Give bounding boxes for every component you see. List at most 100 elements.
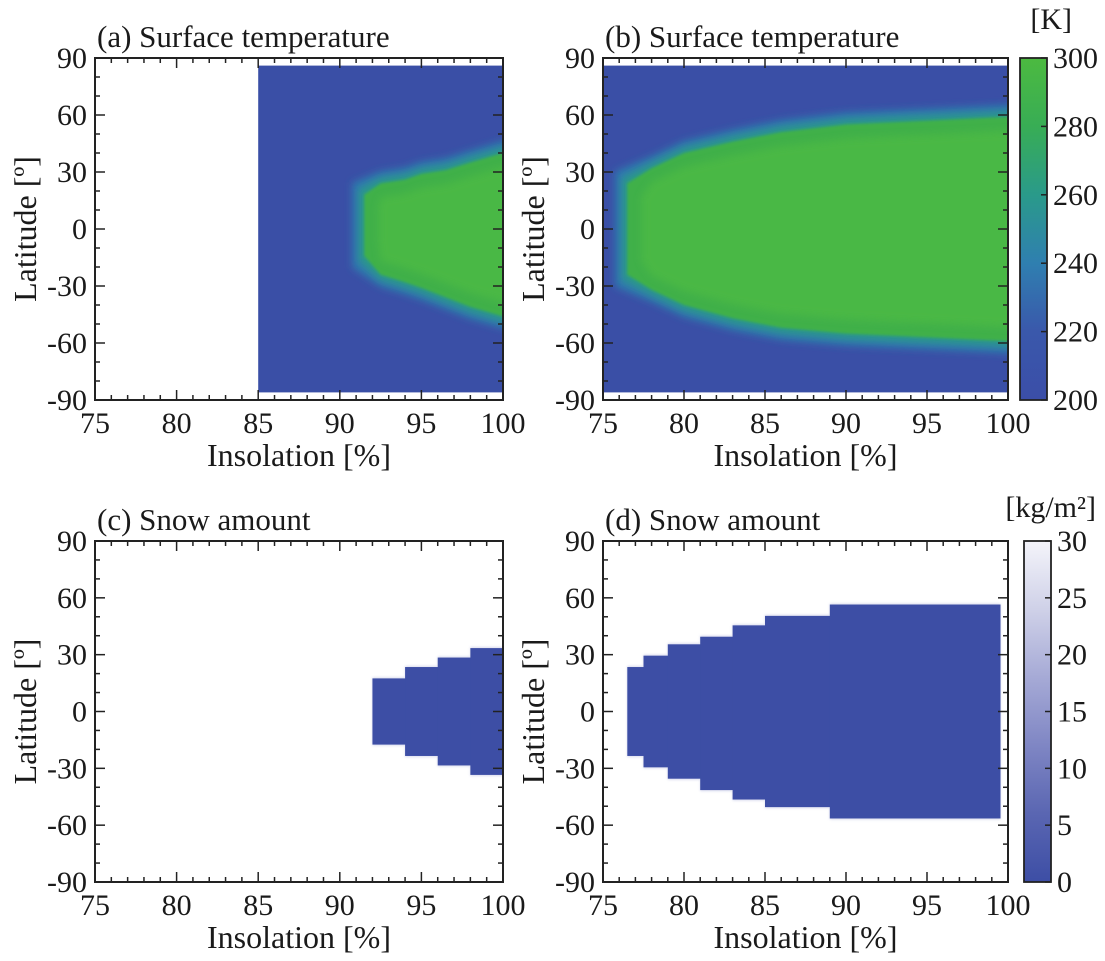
colorbar-tick-label: 25 <box>1057 582 1087 615</box>
colorbar-tick-label: 300 <box>1053 42 1098 75</box>
y-tick-label: 60 <box>57 582 87 615</box>
low-snow-region <box>643 655 669 768</box>
y-tick-label: 90 <box>57 525 87 558</box>
colorbar-snow: 30 25 20 15 10 5 0 [kg/m²] <box>1005 491 1096 899</box>
x-tick-label: 90 <box>325 889 355 922</box>
x-tick-label: 100 <box>481 407 526 440</box>
x-tick-label: 85 <box>243 407 273 440</box>
warm-core <box>378 167 503 303</box>
y-tick-label: -30 <box>47 270 87 303</box>
y-tick-label: -60 <box>555 327 595 360</box>
y-tick-label: -90 <box>47 384 87 417</box>
y-tick-label: -90 <box>47 866 87 899</box>
x-tick-label: 75 <box>80 407 110 440</box>
y-tick-label: 60 <box>565 582 595 615</box>
y-tick-label: -90 <box>555 866 595 899</box>
x-tick-label: 90 <box>831 407 861 440</box>
x-tick-label: 80 <box>669 889 699 922</box>
colorbar-tick-label: 260 <box>1053 179 1098 212</box>
y-tick-label: 30 <box>565 156 595 189</box>
y-tick-label: 30 <box>57 156 87 189</box>
y-tick-label: 30 <box>57 639 87 672</box>
x-tick-label: 100 <box>986 407 1031 440</box>
x-tick-label: 85 <box>750 889 780 922</box>
colorbar-gradient <box>1020 58 1047 400</box>
y-tick-label: 0 <box>580 696 595 729</box>
y-tick-label: 90 <box>565 525 595 558</box>
panel-title: (d) Snow amount <box>605 502 821 537</box>
colorbar-tick-label: 10 <box>1057 752 1087 785</box>
x-tick-label: 90 <box>831 889 861 922</box>
x-tick-label: 85 <box>243 889 273 922</box>
heatmap-area <box>627 603 1001 820</box>
x-axis-label: Insolation [%] <box>207 919 391 955</box>
panel-d: 75 80 85 90 95 100 90 60 30 0 -30 -60 -90 Insolation … <box>515 502 1031 955</box>
colorbar-tick-label: 280 <box>1053 110 1098 143</box>
panel-b: 75 80 85 90 95 100 90 60 30 0 -30 -60 -90 Insolation … <box>515 19 1031 473</box>
panel-a: 75 80 85 90 95 100 90 60 30 0 -30 -60 -90 Insolation … <box>7 19 526 473</box>
y-axis-label: Latitude [º] <box>515 156 551 302</box>
y-tick-label: 60 <box>565 99 595 132</box>
colorbar-tick-label: 200 <box>1053 384 1098 417</box>
y-axis-label: Latitude [º] <box>515 639 551 785</box>
x-tick-label: 80 <box>162 889 192 922</box>
low-snow-region <box>700 636 734 791</box>
x-tick-label: 80 <box>669 407 699 440</box>
x-tick-label: 100 <box>986 889 1031 922</box>
low-snow-region <box>732 625 766 800</box>
y-tick-label: 0 <box>580 213 595 246</box>
y-tick-label: -30 <box>555 752 595 785</box>
y-tick-label: 90 <box>565 42 595 75</box>
low-snow-region <box>829 604 1001 819</box>
low-snow-region <box>437 657 471 766</box>
x-tick-label: 95 <box>912 407 942 440</box>
y-tick-label: 30 <box>565 639 595 672</box>
x-tick-label: 75 <box>80 889 110 922</box>
colorbar-tick-label: 20 <box>1057 639 1087 672</box>
colorbar-tick-label: 15 <box>1057 696 1087 729</box>
y-tick-label: -60 <box>47 327 87 360</box>
y-tick-label: 0 <box>72 213 87 246</box>
panel-title: (b) Surface temperature <box>605 19 899 54</box>
colorbar-frame <box>1019 57 1048 401</box>
y-tick-label: 90 <box>57 42 87 75</box>
y-tick-label: 0 <box>72 696 87 729</box>
low-snow-region <box>405 667 439 756</box>
panel-c: 75 80 85 90 95 100 90 60 30 0 -30 -60 -90 Insolation … <box>7 502 526 955</box>
heatmap-area <box>258 65 503 393</box>
x-tick-label: 80 <box>162 407 192 440</box>
heatmap-area <box>603 65 1008 393</box>
warm-core <box>641 130 1008 328</box>
x-tick-label: 95 <box>406 407 436 440</box>
y-tick-label: -30 <box>47 752 87 785</box>
panel-title: (a) Surface temperature <box>97 19 390 54</box>
x-axis-label: Insolation [%] <box>207 437 391 473</box>
colorbar-tick-label: 220 <box>1053 316 1098 349</box>
colorbar-tick-label: 5 <box>1057 809 1072 842</box>
heatmap-area <box>372 647 503 776</box>
colorbar-tick-label: 0 <box>1057 866 1072 899</box>
colorbar-unit: [K] <box>1030 3 1072 36</box>
y-axis-label: Latitude [º] <box>7 156 43 302</box>
y-tick-label: -90 <box>555 384 595 417</box>
x-tick-label: 75 <box>588 407 618 440</box>
x-axis-label: Insolation [%] <box>714 919 898 955</box>
colorbar-unit: [kg/m²] <box>1005 491 1096 524</box>
low-snow-region <box>372 678 406 745</box>
x-tick-label: 100 <box>481 889 526 922</box>
x-tick-label: 95 <box>912 889 942 922</box>
panel-title: (c) Snow amount <box>97 502 311 537</box>
low-snow-region <box>667 644 701 779</box>
x-tick-label: 75 <box>588 889 618 922</box>
colorbar-tick-label: 30 <box>1057 525 1087 558</box>
x-axis-label: Insolation [%] <box>714 437 898 473</box>
y-tick-label: -60 <box>555 809 595 842</box>
x-tick-label: 85 <box>750 407 780 440</box>
y-tick-label: -30 <box>555 270 595 303</box>
low-snow-region <box>627 667 645 756</box>
colorbar-tick-label: 240 <box>1053 247 1098 280</box>
low-snow-region <box>765 615 831 808</box>
y-tick-label: 60 <box>57 99 87 132</box>
colorbar-temperature: 300 280 260 240 220 200 [K] <box>1019 3 1098 417</box>
